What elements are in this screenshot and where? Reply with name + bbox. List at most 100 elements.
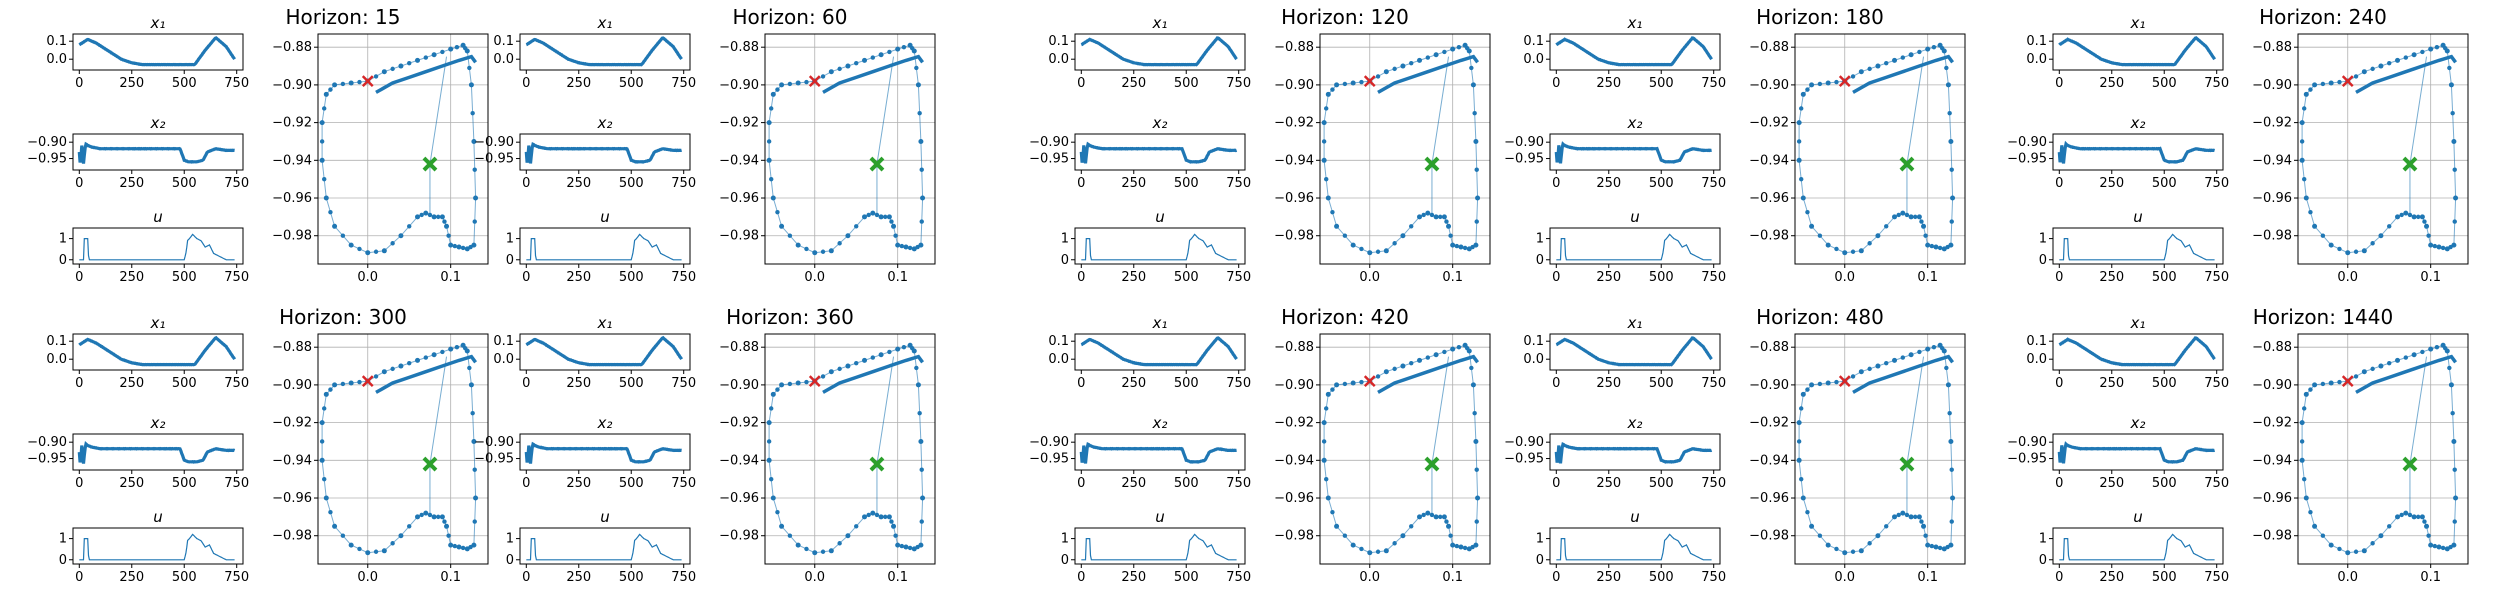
- phase-point: [1850, 74, 1856, 79]
- phase-point: [2452, 219, 2457, 224]
- x1-xtick-label: 500: [172, 76, 197, 91]
- x1-xtick-label: 0: [75, 76, 83, 91]
- u-xtick-label: 750: [1226, 270, 1251, 285]
- u-xtick-label: 750: [1226, 570, 1251, 585]
- x2-xtick-label: 500: [172, 476, 197, 491]
- phase-ytick-label: −0.90: [272, 378, 312, 393]
- x1-ytick-label: 0.0: [493, 352, 514, 367]
- phase-point: [2403, 210, 2409, 216]
- phase-point: [775, 387, 780, 392]
- x2-xtick-label: 500: [2152, 176, 2177, 191]
- phase-point: [1796, 120, 1802, 126]
- phase-point: [1842, 250, 1848, 256]
- phase-ytick-label: −0.96: [719, 491, 759, 506]
- phase-ytick-label: −0.92: [272, 116, 312, 131]
- phase-point: [2312, 223, 2318, 229]
- phase-trajectory-band: [1852, 54, 1955, 94]
- phase-point: [2444, 246, 2450, 252]
- phase-point: [899, 243, 905, 249]
- phase-trajectory: [2301, 344, 2457, 554]
- phase-xtick-label: 0.0: [804, 270, 825, 285]
- phase-point: [323, 91, 329, 97]
- phase-point: [1900, 355, 1906, 360]
- phase-point: [1908, 352, 1914, 358]
- start-marker: [1363, 375, 1376, 388]
- phase-point: [1858, 69, 1864, 75]
- phase-point: [1456, 344, 1462, 350]
- u-series-line: [79, 233, 235, 261]
- phase-point: [2419, 514, 2425, 520]
- u-xtick-label: 750: [671, 570, 696, 585]
- phase-point: [2436, 244, 2442, 250]
- end-marker: [2402, 456, 2418, 472]
- phase-point: [1947, 410, 1952, 416]
- phase-point: [2448, 82, 2454, 88]
- phase-point: [1324, 176, 1329, 182]
- panel-5: Horizon: 240 x₁ 0 250 500 750 0.1 0.0 x₂ 0 250 500 7…: [2007, 5, 2469, 285]
- phase-point: [328, 209, 333, 215]
- phase-point: [1941, 48, 1947, 54]
- phase-point: [2378, 363, 2384, 369]
- phase-point: [779, 82, 785, 88]
- x1-xtick-label: 500: [172, 376, 197, 391]
- x1-ytick-label: 0.0: [46, 352, 67, 367]
- x2-series-line: [1554, 141, 1712, 164]
- x2-ytick-label: −0.90: [27, 435, 67, 450]
- phase-point: [357, 246, 362, 252]
- x2-xtick-label: 500: [1174, 176, 1199, 191]
- phase-point: [1850, 374, 1856, 379]
- phase-point: [895, 242, 901, 248]
- phase-point: [1444, 519, 1449, 524]
- end-marker: [2402, 156, 2418, 172]
- x2-ytick-label: −0.95: [2007, 152, 2047, 167]
- phase-point: [1444, 219, 1449, 224]
- phase-point: [1925, 542, 1931, 548]
- x1-frame: [1074, 333, 1246, 371]
- phase-point: [1948, 438, 1954, 444]
- phase-point: [919, 219, 924, 224]
- x2-ytick-label: −0.90: [1504, 135, 1544, 150]
- start-marker: [2341, 375, 2354, 388]
- phase-point: [1933, 544, 1939, 550]
- u-ytick-label: 0: [506, 253, 514, 268]
- phase-trajectory: [1798, 44, 1954, 254]
- panel-8: Horizon: 420 x₁ 0 250 500 750 0.1 0.0 x₂ 0 250 500 7…: [1029, 305, 1491, 585]
- x1-xtick-label: 0: [1552, 376, 1560, 391]
- phase-point: [2299, 139, 2305, 144]
- phase-point: [887, 49, 892, 55]
- phase-point: [2308, 209, 2313, 215]
- x2-xtick-label: 750: [224, 176, 249, 191]
- phase-point: [452, 243, 458, 249]
- phase-point: [1417, 357, 1423, 363]
- phase-ytick-label: −0.90: [2252, 78, 2292, 93]
- x1-frame: [519, 33, 691, 71]
- phase-point: [332, 382, 338, 388]
- phase-point: [407, 524, 412, 529]
- u-series-line: [526, 233, 682, 261]
- phase-connector: [429, 56, 448, 165]
- phase-point: [448, 542, 454, 548]
- phase-point: [870, 510, 876, 516]
- phase-point: [415, 214, 421, 220]
- u-xtick-label: 0: [1077, 270, 1085, 285]
- phase-point: [837, 541, 842, 546]
- x2-title: x₂: [597, 414, 613, 432]
- phase-point: [901, 44, 907, 50]
- phase-point: [2345, 550, 2351, 556]
- phase-ytick-label: −0.98: [1749, 229, 1789, 244]
- phase-point: [1800, 91, 1806, 97]
- phase-point: [1875, 233, 1881, 239]
- phase-point: [407, 61, 412, 66]
- phase-point: [464, 48, 470, 54]
- phase-point: [1321, 439, 1327, 444]
- phase-point: [1417, 214, 1423, 220]
- u-title: u: [2133, 508, 2143, 526]
- u-ytick-label: 1: [2039, 532, 2047, 547]
- x2-frame: [72, 433, 244, 471]
- phase-point: [1450, 242, 1456, 248]
- phase-point: [1941, 348, 1947, 354]
- phase-frame: [2297, 333, 2469, 565]
- x1-frame: [1549, 33, 1721, 71]
- phase-ytick-label: −0.94: [272, 153, 312, 168]
- phase-point: [1949, 519, 1954, 524]
